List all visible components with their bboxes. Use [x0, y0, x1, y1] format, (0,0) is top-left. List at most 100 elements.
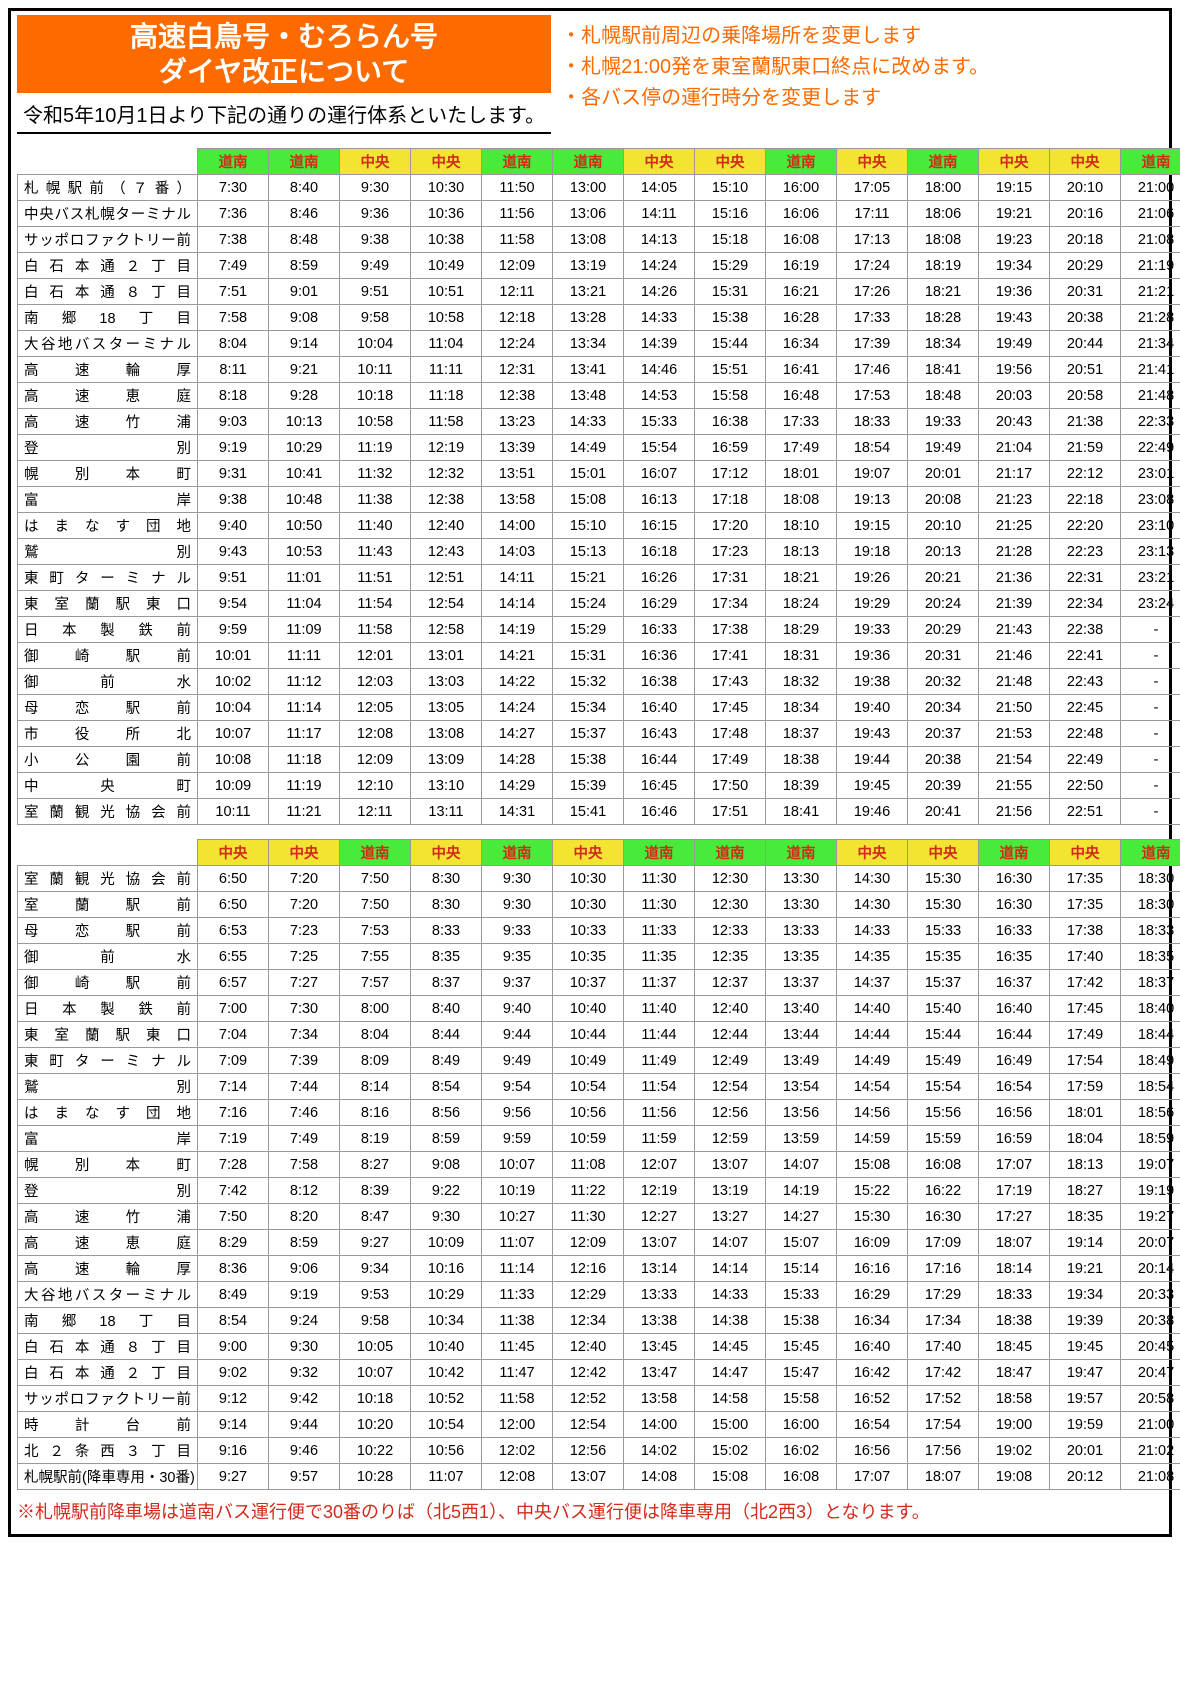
time-cell: 8:36	[198, 1256, 269, 1282]
time-cell: 9:53	[340, 1282, 411, 1308]
time-cell: 8:54	[411, 1074, 482, 1100]
time-cell: 19:07	[837, 461, 908, 487]
note-line: ・札幌駅前周辺の乗降場所を変更します	[561, 21, 989, 52]
time-cell: 20:33	[1121, 1282, 1180, 1308]
stop-name: 登別	[18, 435, 198, 461]
time-cell: 9:33	[482, 918, 553, 944]
time-cell: 19:47	[1050, 1360, 1121, 1386]
time-cell: 13:54	[766, 1074, 837, 1100]
time-cell: 19:21	[1050, 1256, 1121, 1282]
time-cell: 14:14	[482, 591, 553, 617]
time-cell: 10:20	[340, 1412, 411, 1438]
stop-name: 白石本通２丁目	[18, 1360, 198, 1386]
time-cell: 16:13	[624, 487, 695, 513]
stop-name: 白石本通８丁目	[18, 279, 198, 305]
time-cell: 10:11	[340, 357, 411, 383]
time-cell: 10:33	[553, 918, 624, 944]
time-cell: 19:13	[837, 487, 908, 513]
time-cell: 19:36	[979, 279, 1050, 305]
time-cell: 20:32	[908, 669, 979, 695]
time-cell: 19:45	[1050, 1334, 1121, 1360]
time-cell: 12:30	[695, 866, 766, 892]
timetable-row: 登別7:428:128:399:2210:1911:2212:1913:1914…	[18, 1178, 1180, 1204]
time-cell: 18:01	[766, 461, 837, 487]
timetable-row: 高速輪厚8:369:069:3410:1611:1412:1613:1414:1…	[18, 1256, 1180, 1282]
time-cell: 10:13	[269, 409, 340, 435]
time-cell: 21:48	[1121, 383, 1180, 409]
time-cell: 12:09	[553, 1230, 624, 1256]
time-cell: 11:47	[482, 1360, 553, 1386]
time-cell: 8:30	[411, 866, 482, 892]
time-cell: 14:02	[624, 1438, 695, 1464]
time-cell: 15:58	[695, 383, 766, 409]
operator-header: 道南	[766, 840, 837, 866]
time-cell: 14:44	[837, 1022, 908, 1048]
time-cell: 12:09	[340, 747, 411, 773]
time-cell: 11:18	[411, 383, 482, 409]
operator-header: 道南	[979, 840, 1050, 866]
time-cell: 15:22	[837, 1178, 908, 1204]
time-cell: 7:23	[269, 918, 340, 944]
time-cell: 15:38	[695, 305, 766, 331]
time-cell: 7:46	[269, 1100, 340, 1126]
time-cell: 20:45	[1121, 1334, 1180, 1360]
time-cell: 11:44	[624, 1022, 695, 1048]
stop-name: 室蘭駅前	[18, 892, 198, 918]
time-cell: 9:58	[340, 1308, 411, 1334]
time-cell: 11:07	[482, 1230, 553, 1256]
timetable-2: 中央中央道南中央道南中央道南道南道南中央中央道南中央道南室蘭観光協会前6:507…	[17, 839, 1180, 1490]
time-cell: 21:23	[979, 487, 1050, 513]
time-cell: 20:10	[908, 513, 979, 539]
time-cell: 9:16	[198, 1438, 269, 1464]
time-cell: 21:02	[1121, 1438, 1180, 1464]
time-cell: 12:34	[553, 1308, 624, 1334]
time-cell: 11:54	[624, 1074, 695, 1100]
time-cell: 16:19	[766, 253, 837, 279]
title-line1: 高速白鳥号・むろらん号	[39, 19, 529, 54]
stop-name: 白石本通２丁目	[18, 253, 198, 279]
stop-name: 母恋駅前	[18, 695, 198, 721]
time-cell: 10:22	[340, 1438, 411, 1464]
time-cell: 10:40	[411, 1334, 482, 1360]
time-cell: 22:45	[1050, 695, 1121, 721]
stop-name: 中央バス札幌ターミナル	[18, 201, 198, 227]
timetable-row: 東町ターミナル7:097:398:098:499:4910:4911:4912:…	[18, 1048, 1180, 1074]
time-cell: 18:06	[908, 201, 979, 227]
time-cell: 20:16	[1050, 201, 1121, 227]
time-cell: 12:44	[695, 1022, 766, 1048]
time-cell: 17:54	[1050, 1048, 1121, 1074]
time-cell: 15:33	[908, 918, 979, 944]
time-cell: 10:34	[411, 1308, 482, 1334]
timetable-row: 登別9:1910:2911:1912:1913:3914:4915:5416:5…	[18, 435, 1180, 461]
time-cell: 10:59	[553, 1126, 624, 1152]
time-cell: 11:01	[269, 565, 340, 591]
stop-name: 東町ターミナル	[18, 565, 198, 591]
time-cell: 22:43	[1050, 669, 1121, 695]
timetable-row: 幌別本町9:3110:4111:3212:3213:5115:0116:0717…	[18, 461, 1180, 487]
time-cell: 12:09	[482, 253, 553, 279]
time-cell: 19:14	[1050, 1230, 1121, 1256]
time-cell: 19:27	[1121, 1204, 1180, 1230]
time-cell: 13:48	[553, 383, 624, 409]
time-cell: 10:52	[411, 1386, 482, 1412]
time-cell: 8:59	[269, 253, 340, 279]
time-cell: 9:54	[198, 591, 269, 617]
time-cell: 19:33	[908, 409, 979, 435]
time-cell: 20:24	[908, 591, 979, 617]
time-cell: 18:33	[837, 409, 908, 435]
time-cell: 16:29	[624, 591, 695, 617]
time-cell: 11:37	[624, 970, 695, 996]
timetable-row: はまなす団地9:4010:5011:4012:4014:0015:1016:15…	[18, 513, 1180, 539]
time-cell: 15:33	[624, 409, 695, 435]
time-cell: 9:19	[269, 1282, 340, 1308]
time-cell: 9:54	[482, 1074, 553, 1100]
timetable-row: 白石本通２丁目7:498:599:4910:4912:0913:1914:241…	[18, 253, 1180, 279]
time-cell: 9:14	[269, 331, 340, 357]
operator-header: 中央	[411, 840, 482, 866]
time-cell: 16:36	[624, 643, 695, 669]
timetable-row: 札幌駅前(降車専用・30番)9:279:5710:2811:0712:0813:…	[18, 1464, 1180, 1490]
time-cell: 22:33	[1121, 409, 1180, 435]
operator-header: 中央	[198, 840, 269, 866]
time-cell: 15:51	[695, 357, 766, 383]
time-cell: 14:59	[837, 1126, 908, 1152]
